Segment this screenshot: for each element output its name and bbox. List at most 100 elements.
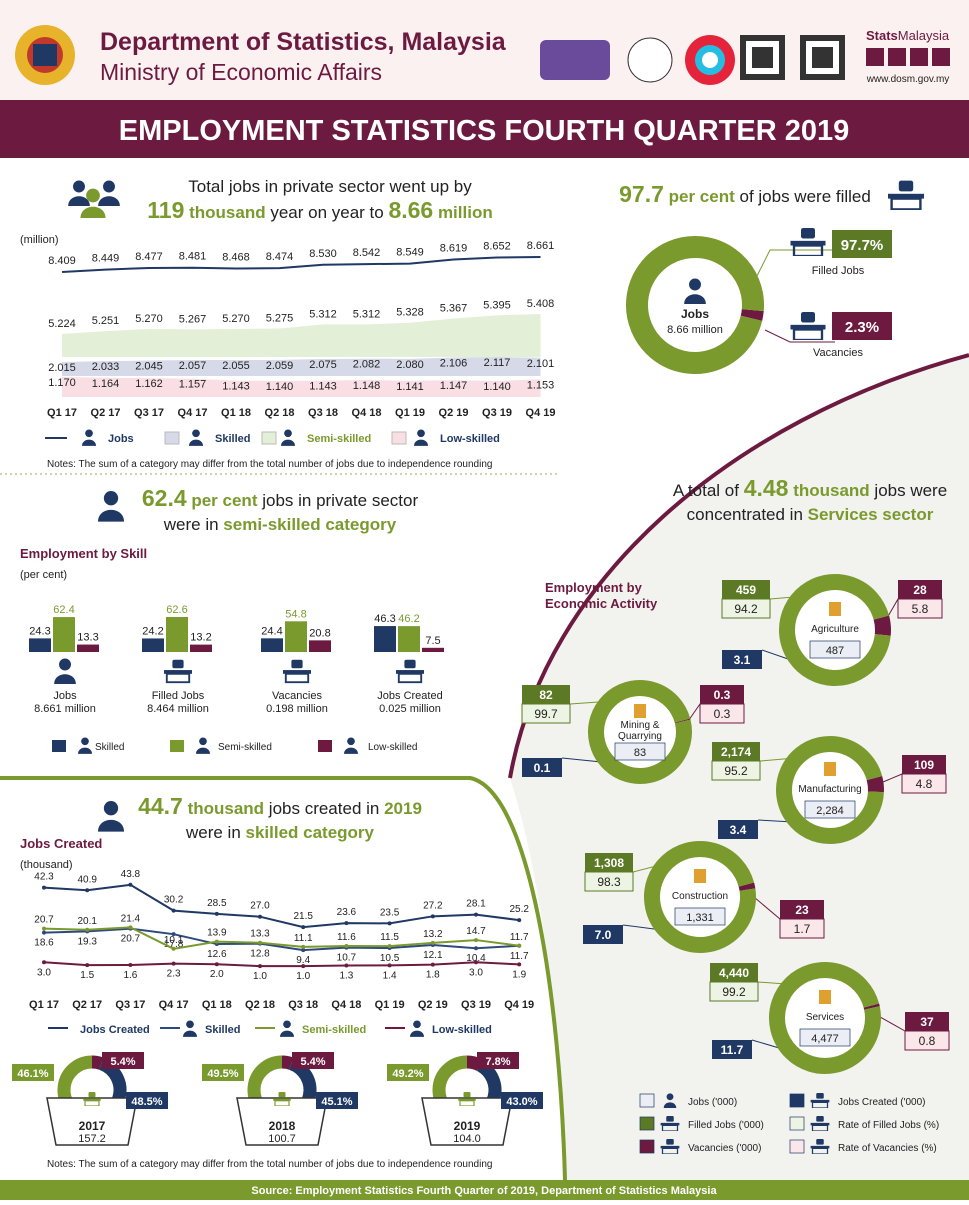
data-label: 2.015 <box>48 362 76 374</box>
sector-icon <box>824 762 836 776</box>
data-label: 62.6 <box>166 604 187 616</box>
data-label: 8.468 <box>222 251 250 263</box>
x-tick-label: Q2 17 <box>72 999 102 1011</box>
headline: 119 thousand year on year to 8.66 millio… <box>147 197 492 223</box>
group-total: 8.661 million <box>34 703 96 715</box>
area <box>62 314 541 357</box>
sector-icon <box>634 704 646 718</box>
point <box>431 941 435 945</box>
data-label: 25.2 <box>509 904 529 915</box>
icon <box>344 737 358 753</box>
section-title: Employment by <box>545 580 643 595</box>
point <box>301 945 305 949</box>
data-label: 5.367 <box>440 302 468 314</box>
data-label: 40.9 <box>77 874 97 885</box>
point <box>42 886 46 890</box>
data-label: 54.8 <box>285 608 306 620</box>
point <box>128 963 132 967</box>
legend-label: Jobs <box>108 433 134 445</box>
donut-segment <box>746 885 747 890</box>
brand-part: Stats <box>866 28 898 43</box>
created-value: 3.4 <box>730 823 747 837</box>
legend-label: Semi-skilled <box>302 1024 366 1036</box>
url: www.dosm.gov.my <box>866 74 950 85</box>
point <box>258 915 262 919</box>
data-label: 3.0 <box>37 967 51 978</box>
icon <box>280 1020 294 1036</box>
point <box>388 963 392 967</box>
legend-swatch <box>262 432 276 444</box>
sector-name: Manufacturing <box>798 784 861 795</box>
data-label: 1.3 <box>339 971 353 982</box>
highlight: million <box>433 203 493 222</box>
group-total: 8.464 million <box>147 703 209 715</box>
donut-segment <box>751 310 752 318</box>
data-label: 8.652 <box>483 241 511 253</box>
center-label: Jobs <box>681 307 709 321</box>
point <box>301 925 305 929</box>
sector-name: Quarrying <box>618 731 662 742</box>
x-tick-label: Q1 18 <box>202 999 232 1011</box>
crest <box>15 25 75 85</box>
data-label: 43.8 <box>121 869 141 880</box>
point <box>431 963 435 967</box>
data-label: 5.270 <box>135 313 163 325</box>
bar <box>142 638 164 652</box>
legend-label: Rate of Filled Jobs (%) <box>838 1120 939 1131</box>
data-label: 13.3 <box>250 929 270 940</box>
icon <box>414 429 428 445</box>
point <box>344 944 348 948</box>
data-label: 11.7 <box>510 932 529 943</box>
point <box>42 927 46 931</box>
x-tick-label: Q4 19 <box>504 999 534 1011</box>
point <box>215 940 219 944</box>
group-label: Vacancies <box>272 690 322 702</box>
data-label: 5.408 <box>527 298 555 310</box>
data-label: 19.3 <box>77 936 97 947</box>
data-label: 5.328 <box>396 307 424 319</box>
vacancy-value: 37 <box>920 1015 934 1029</box>
vacancy-rate: 5.8 <box>912 602 929 616</box>
data-label: 24.2 <box>142 625 163 637</box>
highlight: semi-skilled category <box>223 515 396 534</box>
point <box>128 883 132 887</box>
point <box>517 962 521 966</box>
icon <box>281 429 295 445</box>
legend-label: Low-skilled <box>432 1024 492 1036</box>
legend-label: Semi-skilled <box>218 742 272 753</box>
data-label: 23.5 <box>380 907 400 918</box>
text: jobs in private sector <box>257 491 418 510</box>
data-label: 46.2 <box>398 613 419 625</box>
point <box>172 909 176 913</box>
note: Notes: The sum of a category may differ … <box>47 459 492 470</box>
data-label: 8.481 <box>179 251 207 263</box>
data-label: 27.0 <box>250 901 270 912</box>
data-label: 2.0 <box>210 969 224 980</box>
vacancy-rate: 0.3 <box>714 707 731 721</box>
year: 2019 <box>454 1119 481 1133</box>
x-tick-label: Q2 18 <box>265 407 295 419</box>
x-tick-label: Q4 18 <box>352 407 382 419</box>
unit: (million) <box>20 234 59 246</box>
text: year on year to <box>266 203 389 222</box>
highlight: 2019 <box>384 799 422 818</box>
point <box>474 946 478 950</box>
label: Vacancies <box>813 347 863 359</box>
x-tick-label: Q2 17 <box>91 407 121 419</box>
point <box>172 962 176 966</box>
data-label: 8.449 <box>92 253 120 265</box>
line <box>62 257 541 272</box>
x-tick-label: Q1 19 <box>395 407 425 419</box>
x-tick-label: Q3 18 <box>308 407 338 419</box>
data-label: 24.3 <box>29 625 50 637</box>
bar <box>166 617 188 652</box>
bar <box>261 638 283 652</box>
bar <box>422 648 444 652</box>
point <box>344 921 348 925</box>
sector-name: Construction <box>672 891 728 902</box>
data-label: 2.3 <box>167 969 181 980</box>
data-label: 10.5 <box>380 953 400 964</box>
data-label: 2.117 <box>484 357 511 369</box>
legend-swatch <box>318 740 332 752</box>
